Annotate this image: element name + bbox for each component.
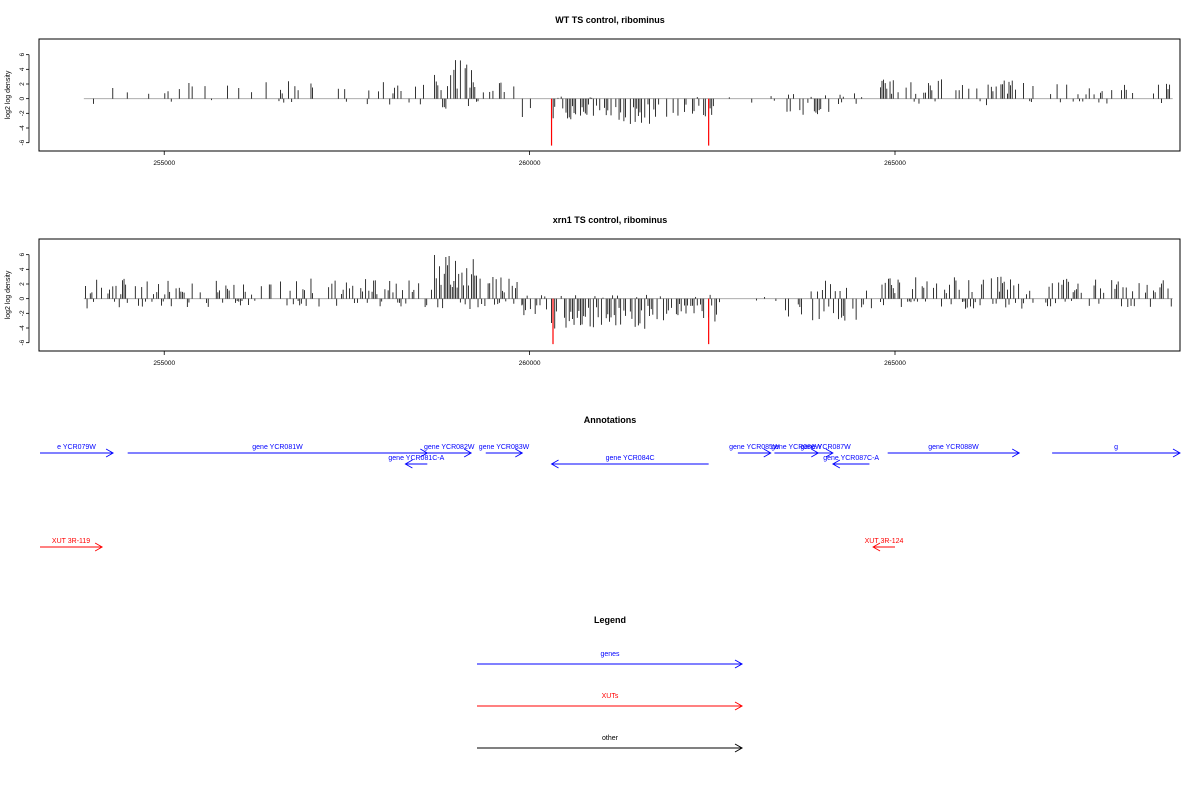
gene-arrow-arrowhead xyxy=(515,448,524,458)
legend-item: XUTs xyxy=(477,693,744,711)
gene-arrow: gene YCR082W xyxy=(424,444,475,458)
y-tick-label: -2 xyxy=(19,110,26,116)
gene-arrow: gene YCR085W xyxy=(729,444,780,458)
xrn1-x-axis: 255000 260000 265000 xyxy=(153,351,906,367)
annotations-track: Annotations e YCR079W gene YCR081W gene YC… xyxy=(40,415,1181,552)
gene-arrow-label: gene YCR083W xyxy=(479,444,530,451)
y-tick-label: -2 xyxy=(19,310,26,316)
legend-item: other xyxy=(477,735,744,753)
legend-arrowhead xyxy=(734,743,744,753)
wt-bars xyxy=(83,60,1173,146)
x-tick-label: 265000 xyxy=(884,160,906,167)
x-tick-label: 260000 xyxy=(519,360,541,367)
legend-label: XUTs xyxy=(602,693,619,700)
y-tick-label: -4 xyxy=(19,125,26,131)
gene-arrow-arrowhead xyxy=(1172,448,1181,458)
xrn1-density-panel: xrn1 TS control, ribominus log2 log dens… xyxy=(5,215,1181,367)
xut-arrow: XUT 3R-119 xyxy=(40,538,104,552)
y-tick-label: -4 xyxy=(19,325,26,331)
y-tick-label: 4 xyxy=(19,67,26,71)
gene-arrow-arrowhead xyxy=(825,448,834,458)
gene-arrow-label: g xyxy=(1114,444,1118,451)
y-tick-label: 2 xyxy=(19,82,26,86)
xrn1-bars xyxy=(83,254,1173,345)
gene-arrow-label: gene YCR088W xyxy=(928,444,979,451)
y-tick-label: 2 xyxy=(19,282,26,286)
wt-y-axis: -6 -4 -2 0 2 4 6 xyxy=(19,52,30,146)
wt-y-axis-label: log2 log density xyxy=(5,70,12,119)
gene-arrow-label: gene YCR081W xyxy=(252,444,303,451)
legend-label: other xyxy=(602,735,619,742)
legend: Legend genes XUTs other xyxy=(477,615,744,753)
y-tick-label: 6 xyxy=(19,252,26,256)
xrn1-panel-title: xrn1 TS control, ribominus xyxy=(553,215,668,225)
gene-arrow-arrowhead xyxy=(1012,448,1021,458)
gene-track: e YCR079W gene YCR081W gene YCR081C-A gene … xyxy=(40,444,1181,469)
xrn1-y-axis: -6 -4 -2 0 2 4 6 xyxy=(19,252,30,346)
gene-arrow-arrowhead xyxy=(404,459,413,469)
gene-arrow: gene YCR088W xyxy=(887,444,1021,458)
x-tick-label: 260000 xyxy=(519,160,541,167)
gene-arrow-label: gene YCR084C xyxy=(606,455,655,462)
gene-arrow: gene YCR081C-A xyxy=(388,455,445,469)
y-tick-label: 6 xyxy=(19,52,26,56)
x-tick-label: 255000 xyxy=(153,360,175,367)
wt-x-axis: 255000 260000 265000 xyxy=(153,151,906,167)
gene-arrow-arrowhead xyxy=(831,459,841,469)
xut-arrow-arrowhead xyxy=(94,542,104,552)
gene-arrow: gene YCR087C-A xyxy=(823,455,879,469)
y-tick-label: -6 xyxy=(19,139,26,145)
gene-arrow-arrowhead xyxy=(105,448,114,458)
gene-arrow: gene YCR084C xyxy=(550,455,709,469)
gene-arrow: gene YCR087W xyxy=(800,444,851,458)
xut-arrow-label: XUT 3R-124 xyxy=(865,538,904,545)
xut-track: XUT 3R-119 XUT 3R-124 xyxy=(40,538,904,552)
xut-arrow-label: XUT 3R-119 xyxy=(52,538,90,545)
legend-arrowhead xyxy=(734,659,744,669)
legend-items: genes XUTs other xyxy=(477,651,744,753)
gene-arrow: gene YCR081W xyxy=(127,444,429,458)
gene-arrow-label: gene YCR087W xyxy=(800,444,851,451)
legend-item: genes xyxy=(477,651,744,669)
legend-arrowhead xyxy=(734,701,744,711)
wt-panel-title: WT TS control, ribominus xyxy=(555,15,665,25)
gene-arrow: g xyxy=(1052,444,1181,458)
gene-arrow-arrowhead xyxy=(463,448,473,458)
gene-arrow-label: gene YCR086W xyxy=(771,444,822,451)
x-tick-label: 255000 xyxy=(153,160,175,167)
gene-arrow: e YCR079W xyxy=(40,444,114,458)
gene-arrow-label: gene YCR081C-A xyxy=(388,455,444,462)
legend-title: Legend xyxy=(594,615,626,625)
gene-arrow: gene YCR083W xyxy=(479,444,530,458)
gene-arrow-label: gene YCR085W xyxy=(729,444,780,451)
gene-arrow-arrowhead xyxy=(550,459,559,469)
gene-arrow-arrowhead xyxy=(763,448,772,458)
y-tick-label: 0 xyxy=(19,296,26,300)
xut-arrow-arrowhead xyxy=(872,542,881,552)
y-tick-label: 4 xyxy=(19,267,26,271)
gene-arrow-label: gene YCR087C-A xyxy=(823,455,879,462)
y-tick-label: -6 xyxy=(19,339,26,345)
annotations-title: Annotations xyxy=(584,415,637,425)
xrn1-plot-frame xyxy=(38,238,1181,352)
gene-arrow-label: e YCR079W xyxy=(57,444,96,451)
wt-density-panel: WT TS control, ribominus log2 log densit… xyxy=(5,15,1181,167)
gene-arrow-label: gene YCR082W xyxy=(424,444,475,451)
wt-plot-frame xyxy=(38,38,1181,152)
xut-arrow: XUT 3R-124 xyxy=(865,538,904,552)
xrn1-y-axis-label: log2 log density xyxy=(5,270,12,319)
x-tick-label: 265000 xyxy=(884,360,906,367)
legend-label: genes xyxy=(600,651,620,658)
y-tick-label: 0 xyxy=(19,96,26,100)
